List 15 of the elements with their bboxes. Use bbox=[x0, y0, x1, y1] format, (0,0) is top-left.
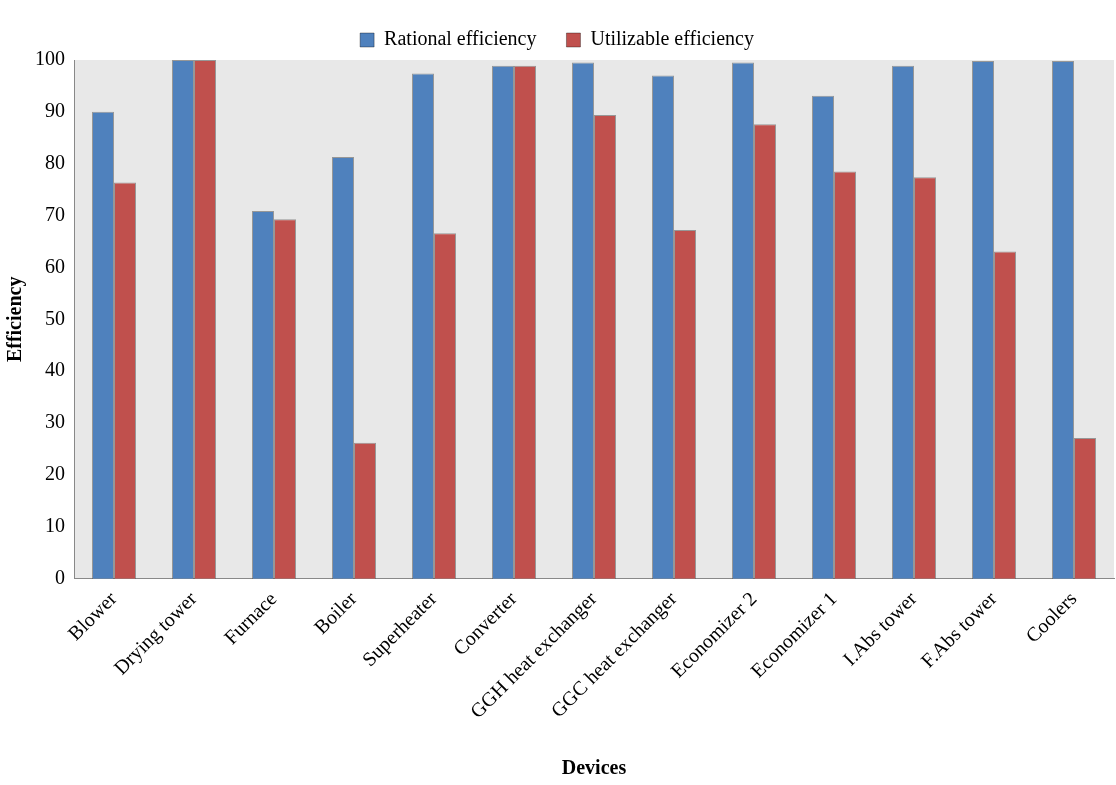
legend-label: Utilizable efficiency bbox=[590, 27, 754, 51]
y-tick-label: 100 bbox=[35, 47, 65, 70]
y-tick-label: 30 bbox=[45, 410, 65, 433]
y-tick-label: 90 bbox=[45, 99, 65, 122]
y-tick-label: 60 bbox=[45, 254, 65, 277]
y-tick-label: 0 bbox=[55, 565, 65, 588]
y-axis-title: Efficiency bbox=[3, 276, 27, 363]
y-tick-label: 20 bbox=[45, 462, 65, 485]
y-tick-label: 50 bbox=[45, 306, 65, 329]
legend-label: Rational efficiency bbox=[384, 27, 537, 51]
y-tick-label: 10 bbox=[45, 514, 65, 537]
y-tick-label: 70 bbox=[45, 202, 65, 225]
y-tick-label: 40 bbox=[45, 358, 65, 381]
y-tick-label: 80 bbox=[45, 150, 65, 173]
x-axis-title: Devices bbox=[561, 756, 627, 779]
